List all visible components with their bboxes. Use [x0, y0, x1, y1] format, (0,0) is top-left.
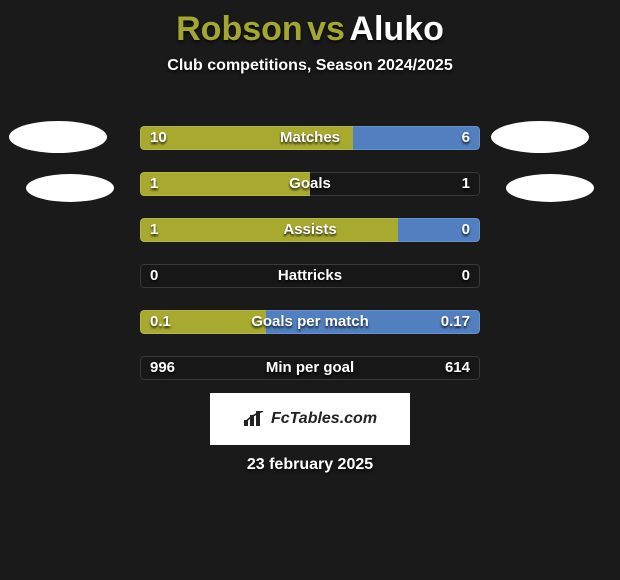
date-text: 23 february 2025 [0, 456, 620, 474]
stat-row: 106Matches [140, 126, 480, 150]
bars-icon [243, 411, 265, 427]
subtitle: Club competitions, Season 2024/2025 [0, 57, 620, 75]
avatar-ellipse [26, 174, 114, 202]
stat-label: Goals [140, 172, 480, 196]
avatar-ellipse [491, 121, 589, 153]
stat-label: Hattricks [140, 264, 480, 288]
comparison-rows: 106Matches 11Goals 10Assists 00Hattricks 0.1… [140, 126, 480, 402]
player2-name: Aluko [349, 10, 443, 48]
stat-label: Goals per match [140, 310, 480, 334]
player1-name: Robson [176, 10, 303, 48]
avatar-ellipse [9, 121, 107, 153]
stat-label: Matches [140, 126, 480, 150]
stat-row: 11Goals [140, 172, 480, 196]
watermark-badge: FcTables.com [210, 393, 410, 445]
watermark-text: FcTables.com [271, 410, 377, 428]
stat-row: 10Assists [140, 218, 480, 242]
stat-row: 0.10.17Goals per match [140, 310, 480, 334]
title-vs: vs [307, 10, 345, 48]
stat-label: Min per goal [140, 356, 480, 380]
stat-row: 00Hattricks [140, 264, 480, 288]
avatar-ellipse [506, 174, 594, 202]
stat-row: 996614Min per goal [140, 356, 480, 380]
page-title: Robson vs Aluko [0, 0, 620, 49]
stat-label: Assists [140, 218, 480, 242]
